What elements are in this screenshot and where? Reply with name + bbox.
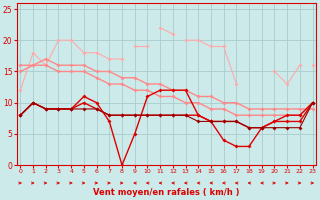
- X-axis label: Vent moyen/en rafales ( km/h ): Vent moyen/en rafales ( km/h ): [93, 188, 240, 197]
